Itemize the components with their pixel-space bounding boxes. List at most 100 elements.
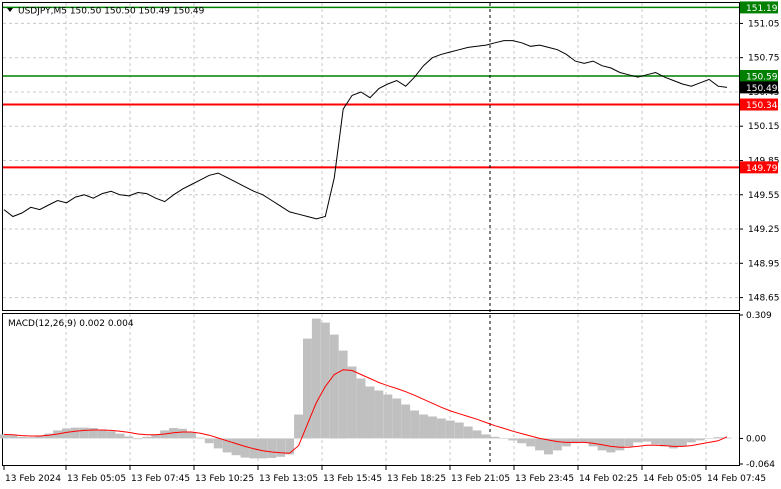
macd-histogram-bar bbox=[463, 426, 473, 439]
macd-histogram-bar bbox=[276, 438, 286, 457]
macd-histogram-bar bbox=[695, 438, 705, 441]
macd-histogram-bar bbox=[124, 436, 134, 439]
macd-histogram-bar bbox=[472, 430, 482, 439]
macd-histogram-bar bbox=[320, 322, 330, 439]
macd-histogram-bar bbox=[240, 438, 250, 458]
macd-histogram-bar bbox=[508, 438, 518, 441]
macd-histogram-bar bbox=[526, 438, 536, 447]
macd-histogram-bar bbox=[392, 398, 402, 439]
macd-histogram-bar bbox=[660, 438, 669, 447]
macd-tick-label: 0.00 bbox=[746, 434, 766, 444]
macd-histogram-bar bbox=[329, 334, 339, 439]
price-tick-label: 151.05 bbox=[748, 19, 780, 29]
macd-histogram-bar bbox=[615, 438, 625, 451]
time-tick-label: 14 Feb 07:45 bbox=[707, 474, 766, 484]
macd-histogram-bar bbox=[454, 422, 464, 439]
time-tick-label: 13 Feb 18:25 bbox=[387, 474, 446, 484]
macd-histogram-bar bbox=[374, 390, 384, 439]
macd-histogram-bar bbox=[88, 428, 98, 439]
macd-histogram-bar bbox=[285, 438, 295, 455]
macd-histogram-bar bbox=[579, 438, 589, 443]
macd-histogram-bar bbox=[204, 438, 214, 444]
macd-histogram-bar bbox=[624, 438, 634, 447]
current-price-tag bbox=[740, 81, 778, 94]
macd-histogram-bar bbox=[356, 378, 366, 439]
macd-indicator-title: MACD(12,26,9) 0.002 0.004 bbox=[8, 319, 134, 329]
macd-histogram-bar bbox=[17, 436, 27, 439]
macd-histogram-bar bbox=[677, 438, 687, 447]
macd-histogram-bar bbox=[8, 435, 18, 439]
price-tick-label: 150.75 bbox=[748, 54, 780, 64]
macd-histogram-bar bbox=[106, 431, 116, 439]
price-chart-title: USDJPY,M5 150.50 150.50 150.49 150.49 bbox=[18, 7, 205, 17]
macd-histogram-bar bbox=[704, 438, 714, 439]
macd-histogram-bar bbox=[490, 436, 500, 439]
price-axis: 151.05150.75150.45150.15149.85149.55149.… bbox=[739, 1, 780, 304]
collapse-triangle-icon[interactable] bbox=[7, 8, 13, 12]
macd-histogram-bar bbox=[0, 434, 9, 439]
time-tick-label: 13 Feb 21:05 bbox=[451, 474, 510, 484]
time-tick-label: 13 Feb 23:45 bbox=[515, 474, 574, 484]
macd-histogram-bar bbox=[294, 414, 303, 439]
macd-histogram-bar bbox=[303, 338, 312, 439]
price-series bbox=[3, 40, 728, 220]
macd-signal-line bbox=[3, 369, 728, 454]
macd-histogram-bar bbox=[115, 433, 125, 439]
time-tick-label: 13 Feb 2024 bbox=[5, 474, 61, 484]
macd-histogram-bar bbox=[142, 436, 152, 439]
level-price-label: 150.34 bbox=[746, 101, 778, 111]
macd-histogram-bar bbox=[35, 436, 45, 439]
level-price-tag bbox=[740, 69, 778, 82]
level-price-label: 150.59 bbox=[746, 72, 778, 82]
macd-histogram-bar bbox=[151, 434, 161, 439]
time-tick-label: 13 Feb 10:25 bbox=[195, 474, 254, 484]
macd-histogram-bar bbox=[651, 438, 660, 445]
macd-histogram-bar bbox=[222, 438, 232, 453]
macd-histogram-bar bbox=[347, 366, 357, 439]
macd-histogram-bar bbox=[62, 428, 71, 439]
macd-histogram-bar bbox=[97, 429, 107, 439]
macd-histogram-bar bbox=[267, 438, 277, 458]
macd-histogram-bar bbox=[535, 438, 544, 451]
time-tick-label: 14 Feb 02:25 bbox=[579, 474, 638, 484]
price-grid bbox=[3, 3, 739, 310]
macd-histogram-bar bbox=[544, 438, 553, 455]
price-tick-label: 148.95 bbox=[748, 259, 780, 269]
macd-histogram-bar bbox=[606, 438, 616, 453]
price-tick-label: 149.25 bbox=[748, 225, 780, 235]
macd-histogram-bar bbox=[686, 438, 696, 443]
price-tick-label: 149.55 bbox=[748, 191, 780, 201]
macd-histogram-bar bbox=[231, 438, 241, 456]
macd-histogram-bar bbox=[338, 350, 348, 439]
macd-histogram-bar bbox=[178, 428, 187, 439]
macd-axis: 0.309 0.00 -0.064 bbox=[739, 311, 775, 470]
macd-histogram-bar bbox=[419, 414, 428, 439]
macd-histogram-bar bbox=[195, 437, 205, 439]
price-tick-label: 148.65 bbox=[748, 294, 780, 304]
macd-histogram-bar bbox=[410, 410, 419, 439]
macd-signal-path bbox=[3, 369, 728, 454]
price-line bbox=[3, 40, 728, 220]
macd-histogram-bar bbox=[365, 386, 375, 439]
level-price-tag bbox=[740, 161, 778, 174]
time-tick-label: 14 Feb 05:05 bbox=[643, 474, 702, 484]
time-tick-label: 13 Feb 13:05 bbox=[259, 474, 318, 484]
macd-histogram-bar bbox=[401, 404, 411, 439]
time-tick-label: 13 Feb 07:45 bbox=[131, 474, 190, 484]
macd-histogram-bar bbox=[311, 318, 321, 439]
macd-histogram-bar bbox=[481, 434, 491, 439]
macd-histogram-bar bbox=[26, 437, 36, 439]
macd-histogram-bar bbox=[642, 438, 652, 442]
macd-histogram-bar bbox=[187, 432, 196, 439]
macd-histogram-bar bbox=[428, 416, 437, 439]
macd-histogram-bar bbox=[713, 437, 723, 439]
level-price-tag bbox=[740, 98, 778, 111]
macd-histogram-bar bbox=[213, 438, 223, 449]
macd-histogram-bar bbox=[436, 418, 446, 439]
price-panel-frame bbox=[2, 2, 740, 311]
macd-tick-label: 0.309 bbox=[746, 311, 772, 321]
macd-histogram-bar bbox=[517, 438, 527, 444]
time-tick-label: 13 Feb 15:45 bbox=[323, 474, 382, 484]
level-price-label: 149.79 bbox=[746, 164, 778, 174]
